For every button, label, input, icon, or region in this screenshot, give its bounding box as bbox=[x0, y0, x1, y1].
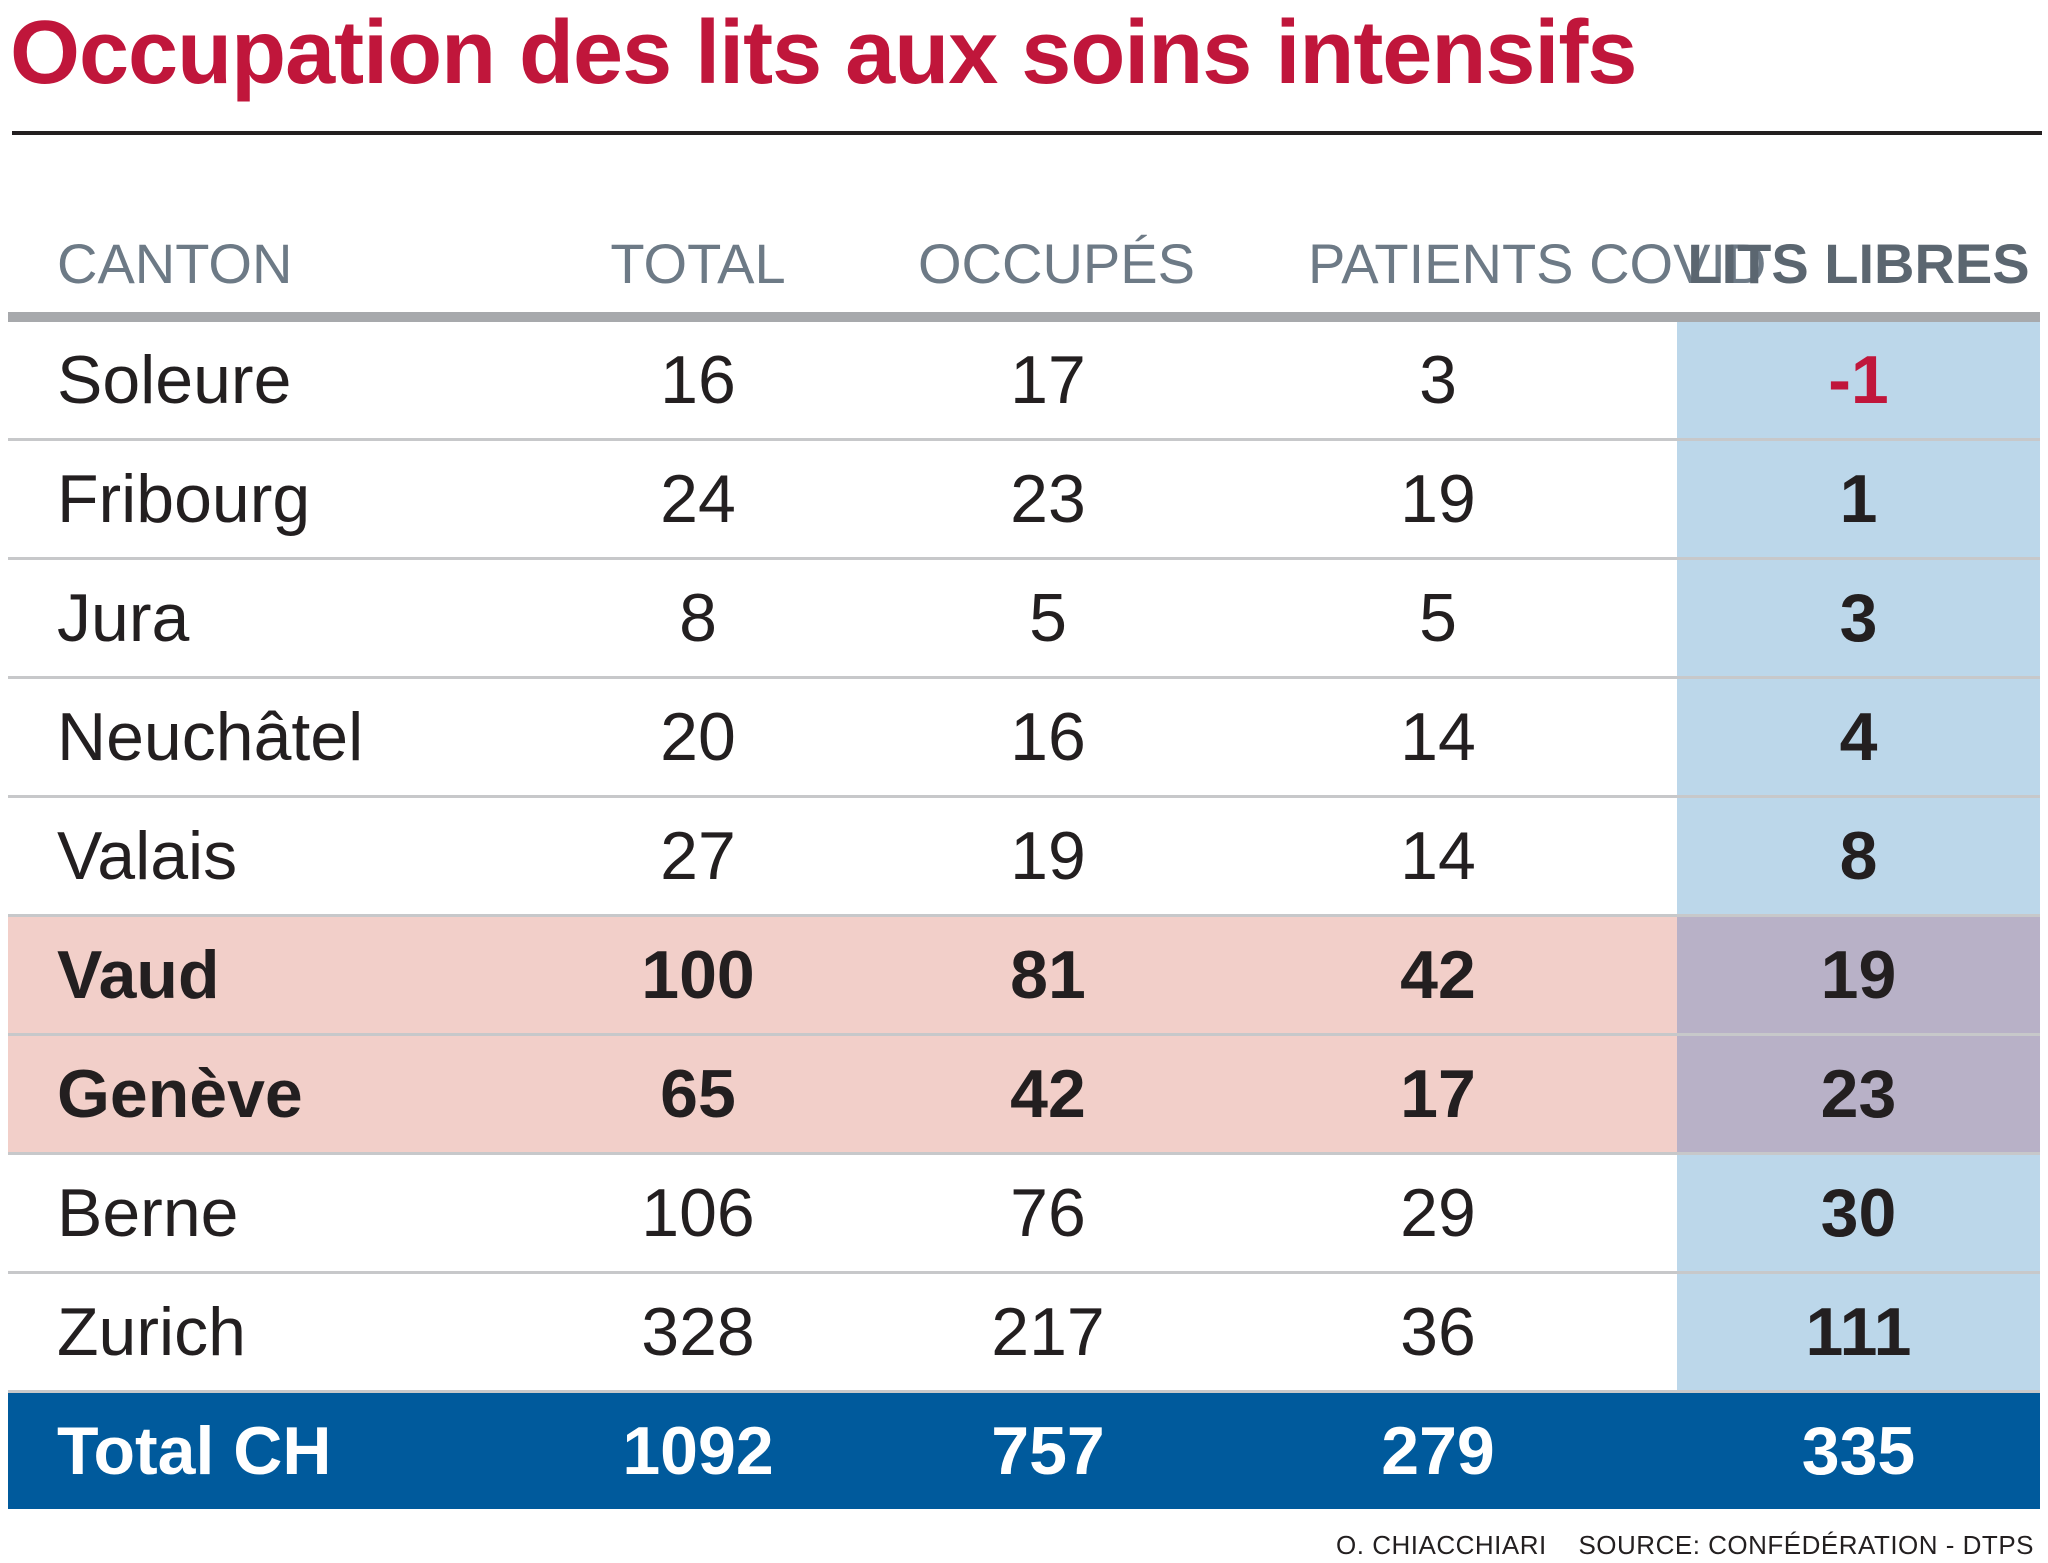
libres-cell: 19 bbox=[1677, 917, 2040, 1033]
canton-cell: Berne bbox=[57, 1175, 239, 1251]
total-cell: 106 bbox=[641, 1175, 755, 1251]
total-label: Total CH bbox=[57, 1413, 332, 1489]
occupes-cell: 5 bbox=[1029, 580, 1067, 656]
table-row: Vaud 100 81 42 19 bbox=[8, 917, 2040, 1036]
column-header-occupes: OCCUPÉS bbox=[918, 232, 1195, 295]
table-row: Neuchâtel 20 16 14 4 bbox=[8, 679, 2040, 798]
total-cell: 8 bbox=[679, 580, 717, 656]
table-total-row: Total CH 1092 757 279 335 bbox=[8, 1393, 2040, 1509]
canton-cell: Soleure bbox=[57, 342, 292, 418]
total-covid-cell: 279 bbox=[1381, 1413, 1495, 1489]
column-header-covid: PATIENTS COVID bbox=[1308, 232, 1767, 295]
covid-cell: 19 bbox=[1400, 461, 1476, 537]
libres-cell: 1 bbox=[1677, 441, 2040, 557]
occupes-cell: 76 bbox=[1010, 1175, 1086, 1251]
canton-cell: Vaud bbox=[57, 937, 220, 1013]
covid-cell: 29 bbox=[1400, 1175, 1476, 1251]
canton-cell: Genève bbox=[57, 1056, 303, 1132]
covid-cell: 5 bbox=[1419, 580, 1457, 656]
table-row: Berne 106 76 29 30 bbox=[8, 1155, 2040, 1274]
total-libres-cell: 335 bbox=[1801, 1413, 1916, 1489]
total-cell: 65 bbox=[660, 1056, 736, 1132]
total-cell: 328 bbox=[641, 1294, 755, 1370]
column-header-canton: CANTON bbox=[57, 232, 293, 295]
column-header-total: TOTAL bbox=[610, 232, 786, 295]
occupes-cell: 81 bbox=[1010, 937, 1086, 1013]
table-row: Jura 8 5 5 3 bbox=[8, 560, 2040, 679]
author-credit: O. CHIACCHIARI bbox=[1336, 1530, 1547, 1560]
canton-cell: Jura bbox=[57, 580, 190, 656]
table-row: Fribourg 24 23 19 1 bbox=[8, 441, 2040, 560]
title-divider bbox=[12, 131, 2042, 135]
libres-cell: 3 bbox=[1677, 560, 2040, 676]
table-row: Valais 27 19 14 8 bbox=[8, 798, 2040, 917]
occupes-cell: 23 bbox=[1010, 461, 1086, 537]
total-cell: 27 bbox=[660, 818, 736, 894]
libres-cell: -1 bbox=[1677, 322, 2040, 438]
beds-table: CANTON TOTAL OCCUPÉS PATIENTS COVID LITS… bbox=[8, 215, 2040, 1509]
occupes-cell: 217 bbox=[991, 1294, 1105, 1370]
libres-cell: 4 bbox=[1677, 679, 2040, 795]
table-header-row: CANTON TOTAL OCCUPÉS PATIENTS COVID LITS… bbox=[8, 215, 2040, 322]
libres-cell: 30 bbox=[1677, 1155, 2040, 1271]
canton-cell: Fribourg bbox=[57, 461, 311, 537]
table-row: Zurich 328 217 36 111 bbox=[8, 1274, 2040, 1393]
total-total-cell: 1092 bbox=[622, 1413, 774, 1489]
occupes-cell: 16 bbox=[1010, 699, 1086, 775]
covid-cell: 14 bbox=[1400, 818, 1476, 894]
total-occupes-cell: 757 bbox=[991, 1413, 1105, 1489]
chart-title: Occupation des lits aux soins intensifs bbox=[10, 3, 1637, 103]
table-row: Genève 65 42 17 23 bbox=[8, 1036, 2040, 1155]
total-cell: 100 bbox=[641, 937, 755, 1013]
occupes-cell: 17 bbox=[1010, 342, 1086, 418]
total-cell: 20 bbox=[660, 699, 736, 775]
total-cell: 16 bbox=[660, 342, 736, 418]
canton-cell: Valais bbox=[57, 818, 238, 894]
covid-cell: 42 bbox=[1400, 937, 1476, 1013]
source-credit: SOURCE: CONFÉDÉRATION - DTPS bbox=[1578, 1530, 2034, 1560]
column-header-libres: LITS LIBRES bbox=[1687, 232, 2030, 295]
libres-cell: 111 bbox=[1677, 1274, 2040, 1390]
total-cell: 24 bbox=[660, 461, 736, 537]
covid-cell: 36 bbox=[1400, 1294, 1476, 1370]
covid-cell: 3 bbox=[1419, 342, 1457, 418]
covid-cell: 17 bbox=[1400, 1056, 1476, 1132]
libres-cell: 23 bbox=[1677, 1036, 2040, 1152]
canton-cell: Zurich bbox=[57, 1294, 246, 1370]
canton-cell: Neuchâtel bbox=[57, 699, 364, 775]
libres-cell: 8 bbox=[1677, 798, 2040, 914]
occupes-cell: 19 bbox=[1010, 818, 1086, 894]
table-row: Soleure 16 17 3 -1 bbox=[8, 322, 2040, 441]
table-body: Soleure 16 17 3 -1 Fribourg 24 23 19 1 Jura 8 5 5 3 Neu… bbox=[8, 322, 2040, 1393]
occupes-cell: 42 bbox=[1010, 1056, 1086, 1132]
covid-cell: 14 bbox=[1400, 699, 1476, 775]
credit-line: O. CHIACCHIARI SOURCE: CONFÉDÉRATION - D… bbox=[1336, 1530, 2034, 1561]
